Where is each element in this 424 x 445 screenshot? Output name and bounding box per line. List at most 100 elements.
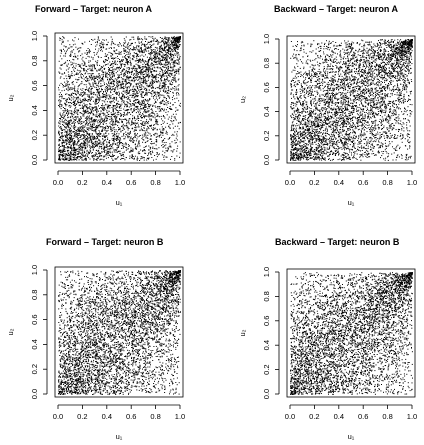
data-point [123, 88, 125, 90]
data-point [83, 75, 84, 77]
data-point [65, 93, 66, 95]
data-point [144, 130, 146, 132]
data-point [80, 55, 82, 57]
data-point [59, 155, 61, 157]
data-point [110, 77, 112, 79]
data-point [122, 145, 124, 147]
data-point [76, 148, 78, 150]
data-point [91, 139, 93, 141]
data-point [173, 36, 175, 38]
data-point [81, 130, 83, 132]
data-point [70, 117, 72, 119]
data-point [64, 72, 66, 74]
data-point [70, 137, 72, 139]
data-point [108, 88, 110, 90]
data-point [163, 56, 165, 58]
data-point [80, 92, 82, 94]
data-point [62, 130, 63, 131]
data-point [155, 95, 157, 97]
data-point [81, 143, 83, 145]
data-point [153, 43, 155, 45]
data-point [67, 131, 69, 133]
data-point [158, 60, 160, 62]
data-point [105, 75, 106, 77]
data-point [93, 127, 94, 128]
data-point [144, 43, 145, 45]
data-point [77, 99, 79, 101]
data-point [95, 109, 97, 111]
data-point [111, 73, 113, 75]
data-point [121, 63, 123, 65]
data-point [86, 50, 88, 52]
data-point [79, 70, 81, 72]
data-point [128, 42, 130, 44]
data-point [99, 131, 101, 133]
data-point [152, 90, 154, 92]
data-point [62, 148, 64, 150]
data-point [133, 95, 135, 96]
data-point [112, 88, 113, 90]
data-point [167, 95, 169, 97]
data-point [134, 118, 136, 120]
data-point [58, 153, 60, 155]
data-point [71, 103, 73, 104]
data-point [132, 151, 134, 152]
data-point [166, 114, 168, 116]
data-point [140, 120, 142, 121]
data-point [69, 77, 71, 79]
data-point [134, 123, 136, 125]
data-point [162, 73, 164, 75]
data-point [92, 145, 94, 147]
data-point [168, 37, 170, 39]
data-point [75, 148, 77, 150]
data-point [159, 82, 161, 84]
data-point [105, 73, 107, 75]
data-point [115, 72, 117, 74]
data-point [66, 154, 68, 156]
data-point [76, 48, 78, 50]
data-point [81, 148, 83, 150]
data-point [119, 106, 120, 108]
data-point [80, 119, 82, 121]
data-point [176, 135, 178, 137]
data-point [117, 106, 119, 108]
data-point [83, 152, 85, 154]
data-point [98, 73, 100, 75]
data-point [86, 121, 88, 123]
data-point [171, 54, 173, 56]
data-point [177, 38, 178, 40]
data-point [83, 94, 85, 96]
data-point [98, 153, 100, 154]
data-point [96, 136, 98, 138]
data-point [152, 37, 154, 39]
data-point [75, 129, 77, 131]
data-point [103, 39, 105, 41]
data-point [71, 46, 73, 48]
data-point [148, 59, 150, 61]
data-point [59, 105, 60, 107]
data-point [116, 103, 117, 105]
data-point [106, 92, 108, 94]
data-point [69, 155, 71, 157]
data-point [166, 58, 168, 60]
data-point [105, 48, 107, 50]
data-point [164, 79, 166, 81]
data-point [132, 123, 134, 125]
data-point [122, 93, 124, 95]
data-point [101, 151, 102, 153]
data-point [68, 125, 70, 127]
data-point [114, 131, 115, 133]
data-point [178, 46, 180, 47]
data-point [97, 79, 98, 81]
data-point [123, 158, 125, 159]
data-point [68, 143, 70, 145]
data-point [88, 127, 90, 129]
data-point [141, 117, 142, 119]
data-point [121, 60, 123, 62]
data-point [73, 119, 75, 121]
data-point [102, 123, 104, 125]
data-point [162, 132, 164, 134]
data-point [152, 116, 154, 118]
data-point [60, 38, 62, 39]
data-point [102, 103, 103, 105]
